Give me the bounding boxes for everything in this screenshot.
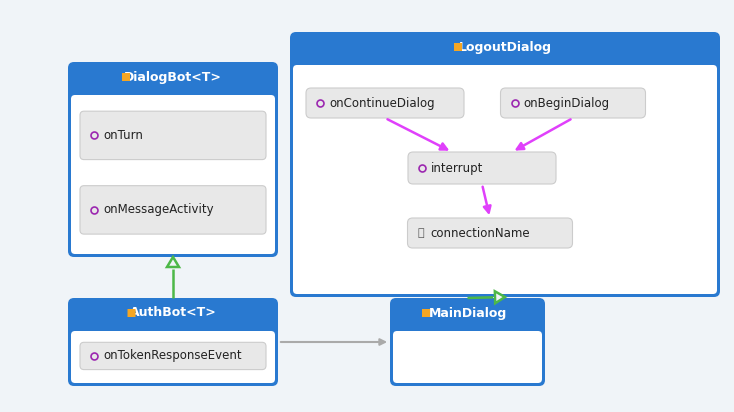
- FancyBboxPatch shape: [122, 73, 130, 81]
- Text: onMessageActivity: onMessageActivity: [103, 204, 214, 216]
- FancyBboxPatch shape: [290, 32, 720, 297]
- FancyBboxPatch shape: [71, 95, 275, 254]
- FancyBboxPatch shape: [71, 331, 275, 383]
- FancyBboxPatch shape: [408, 152, 556, 184]
- FancyBboxPatch shape: [306, 88, 464, 118]
- FancyBboxPatch shape: [68, 298, 278, 386]
- FancyBboxPatch shape: [393, 331, 542, 383]
- FancyBboxPatch shape: [390, 298, 545, 386]
- Text: connectionName: connectionName: [431, 227, 530, 239]
- FancyBboxPatch shape: [80, 111, 266, 159]
- Text: MainDialog: MainDialog: [429, 307, 506, 319]
- FancyBboxPatch shape: [80, 342, 266, 370]
- Text: onTokenResponseEvent: onTokenResponseEvent: [103, 349, 241, 363]
- FancyBboxPatch shape: [407, 218, 573, 248]
- Text: onContinueDialog: onContinueDialog: [329, 96, 435, 110]
- FancyBboxPatch shape: [293, 65, 717, 294]
- Text: ⛏: ⛏: [418, 228, 424, 238]
- FancyBboxPatch shape: [454, 43, 462, 51]
- FancyBboxPatch shape: [80, 186, 266, 234]
- Text: onBeginDialog: onBeginDialog: [523, 96, 610, 110]
- FancyBboxPatch shape: [68, 62, 278, 257]
- FancyBboxPatch shape: [128, 309, 136, 317]
- FancyBboxPatch shape: [501, 88, 645, 118]
- Polygon shape: [167, 257, 179, 267]
- Text: AuthBot<T>: AuthBot<T>: [130, 307, 217, 319]
- Text: onTurn: onTurn: [103, 129, 143, 142]
- Text: interrupt: interrupt: [431, 162, 484, 175]
- Text: DialogBot<T>: DialogBot<T>: [124, 70, 222, 84]
- FancyBboxPatch shape: [422, 309, 430, 317]
- Polygon shape: [495, 291, 505, 303]
- Text: LogoutDialog: LogoutDialog: [459, 40, 551, 54]
